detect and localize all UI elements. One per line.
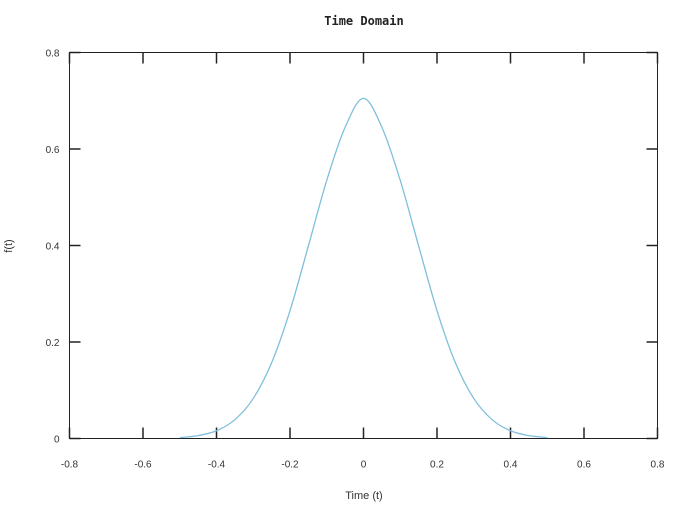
x-tick-label: 0.4 [504, 460, 518, 471]
series-group [179, 97, 548, 439]
y-tick-label: 0.2 [46, 338, 60, 349]
x-axis-label: Time (t) [345, 490, 382, 502]
x-tick-label: 0 [361, 460, 367, 471]
y-tick-label: 0.8 [46, 49, 60, 60]
y-tick-label: 0 [54, 435, 60, 446]
axis-ticks: -0.8 -0.6 -0.4 -0.2 0 0.2 0.4 0.6 0.8 0 0.2 0.4 0.6 0… [46, 49, 665, 471]
y-tick-label: 0.4 [46, 242, 60, 253]
x-tick-label: -0.4 [208, 460, 226, 471]
x-tick-label: -0.6 [134, 460, 152, 471]
x-tick-label: -0.2 [281, 460, 299, 471]
chart-title: Time Domain [324, 14, 403, 28]
plot-frame [69, 52, 658, 439]
y-tick-label: 0.6 [46, 145, 60, 156]
x-tick-label: 0.2 [430, 460, 444, 471]
y-axis-label: f(t) [3, 239, 15, 252]
series-line [179, 97, 548, 439]
x-tick-label: 0.6 [577, 460, 591, 471]
x-tick-label: 0.8 [651, 460, 665, 471]
x-tick-label: -0.8 [61, 460, 79, 471]
